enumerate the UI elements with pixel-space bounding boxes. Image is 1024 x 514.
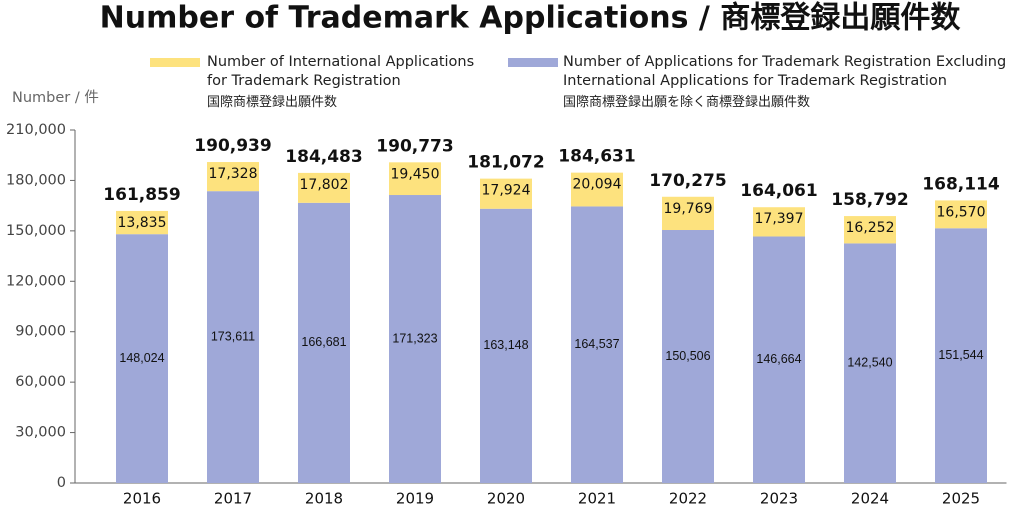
bar-segment <box>389 195 441 483</box>
x-tick-label: 2022 <box>669 490 707 508</box>
value-label: 16,570 <box>937 204 986 220</box>
legend-swatch <box>508 58 558 67</box>
bar-segment <box>207 191 259 483</box>
x-tick-label: 2018 <box>305 490 343 508</box>
value-label: 16,252 <box>846 220 895 236</box>
legend-swatch <box>150 58 200 67</box>
bar-segment <box>116 210 168 235</box>
total-label: 184,631 <box>558 147 635 167</box>
legend-entry: Number of International Applications for… <box>207 53 497 112</box>
y-tick-label: 210,000 <box>6 122 66 138</box>
legend-label: Number of International Applications for… <box>207 54 475 89</box>
total-label: 184,483 <box>285 147 362 167</box>
value-label: 17,397 <box>755 211 804 227</box>
total-label: 161,859 <box>103 185 180 205</box>
bar-segment <box>298 172 350 203</box>
bar-segment <box>662 196 714 231</box>
total-label: 168,114 <box>922 174 1000 194</box>
value-label: 17,924 <box>482 183 531 199</box>
value-label: 17,802 <box>300 177 349 193</box>
y-tick-label: 30,000 <box>15 425 66 441</box>
value-label: 17,328 <box>209 166 258 182</box>
bar-segment <box>207 162 259 192</box>
y-tick-label: 0 <box>57 475 66 491</box>
bar-segment <box>116 234 168 483</box>
value-label: 163,148 <box>483 338 528 352</box>
total-label: 170,275 <box>649 171 726 191</box>
value-label: 164,537 <box>574 337 619 351</box>
value-label: 13,835 <box>118 215 167 231</box>
x-tick-label: 2025 <box>942 490 980 508</box>
y-tick-label: 60,000 <box>15 374 66 390</box>
y-tick-label: 90,000 <box>15 324 66 340</box>
total-label: 181,072 <box>467 153 544 173</box>
bar-segment <box>662 230 714 483</box>
total-label: 158,792 <box>831 190 908 210</box>
total-label: 190,939 <box>194 136 271 156</box>
value-label: 19,769 <box>664 201 713 217</box>
y-axis-label: Number / 件 <box>12 89 99 106</box>
value-label: 173,611 <box>211 329 255 343</box>
total-label: 164,061 <box>740 181 817 201</box>
x-tick-label: 2024 <box>851 490 889 508</box>
bar-segment <box>571 172 623 207</box>
bar-segment <box>935 228 987 483</box>
bar-segment <box>844 243 896 483</box>
x-tick-label: 2020 <box>487 490 525 508</box>
x-tick-label: 2016 <box>123 490 161 508</box>
value-label: 166,681 <box>301 335 346 349</box>
bar-segment <box>389 162 441 196</box>
bar-segment <box>480 178 532 209</box>
x-tick-label: 2019 <box>396 490 434 508</box>
value-label: 146,664 <box>756 352 801 366</box>
y-tick-label: 180,000 <box>6 172 66 188</box>
bar-segment <box>753 236 805 483</box>
value-label: 150,506 <box>665 349 710 363</box>
value-label: 20,094 <box>573 177 622 193</box>
x-tick-label: 2017 <box>214 490 252 508</box>
bar-segment <box>571 206 623 483</box>
total-label: 190,773 <box>376 136 453 156</box>
x-tick-label: 2023 <box>760 490 798 508</box>
legend-label-ja: 国際商標登録出願件数 <box>207 95 338 110</box>
bar-segment <box>753 207 805 237</box>
value-label: 19,450 <box>391 166 440 182</box>
chart-title: Number of Trademark Applications / 商標登録出… <box>100 1 962 36</box>
value-label: 171,323 <box>392 331 437 345</box>
value-label: 148,024 <box>119 351 164 365</box>
y-tick-label: 150,000 <box>6 223 66 239</box>
legend-label-ja: 国際商標登録出願を除く商標登録出願件数 <box>563 95 811 110</box>
x-tick-label: 2021 <box>578 490 616 508</box>
bar-segment <box>844 216 896 244</box>
value-label: 142,540 <box>847 355 892 369</box>
legend-label: Number of Applications for Trademark Reg… <box>563 54 1007 89</box>
bar-segment <box>935 200 987 229</box>
bar-segment <box>298 202 350 483</box>
value-label: 151,544 <box>938 348 983 362</box>
bar-segment <box>480 208 532 483</box>
legend-entry: Number of Applications for Trademark Reg… <box>563 53 1023 112</box>
y-tick-label: 120,000 <box>6 273 66 289</box>
